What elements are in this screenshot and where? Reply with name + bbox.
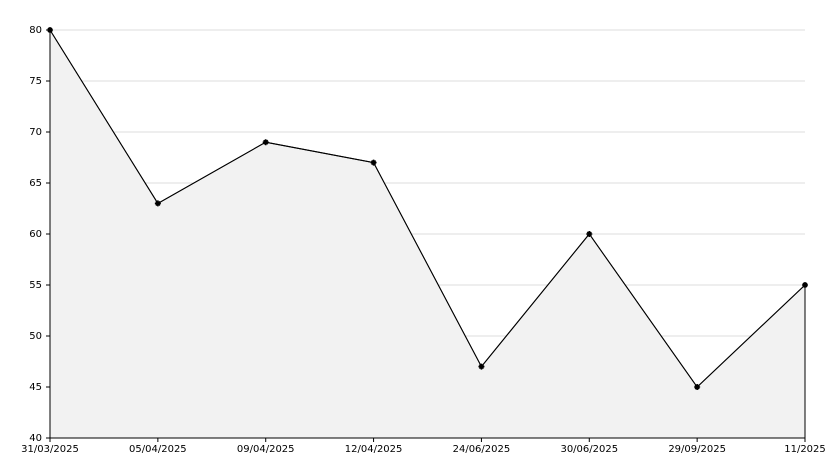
y-tick-label: 50: [29, 331, 42, 342]
y-tick-label: 70: [29, 127, 42, 138]
x-tick-label: 09/04/2025: [237, 444, 295, 455]
line: [49, 29, 806, 388]
x-tick-label: 24/06/2025: [453, 444, 511, 455]
y-tick-label: 75: [29, 76, 42, 87]
x-tick-label: 05/04/2025: [129, 444, 187, 455]
x-tick-label: 31/03/2025: [21, 444, 79, 455]
point-marker: [802, 282, 808, 288]
point-marker: [586, 231, 593, 237]
point-marker: [154, 200, 161, 207]
point-marker: [47, 27, 53, 33]
x-tick-label: 30/06/2025: [560, 444, 618, 455]
y-tick-label: 80: [29, 25, 42, 36]
y-tick-label: 40: [29, 433, 42, 444]
x-tick-label: 11/2025: [784, 444, 826, 455]
point-marker: [262, 139, 269, 146]
y-tick-label: 65: [29, 178, 42, 189]
x-tick-label: 29/09/2025: [668, 444, 726, 455]
point-marker: [478, 363, 485, 370]
y-tick-label: 45: [29, 382, 42, 393]
y-tick-label: 55: [29, 280, 42, 291]
x-tick-label: 12/04/2025: [345, 444, 403, 455]
y-tick-label: 60: [29, 229, 42, 240]
point-marker: [370, 159, 377, 166]
point-marker: [694, 384, 701, 390]
